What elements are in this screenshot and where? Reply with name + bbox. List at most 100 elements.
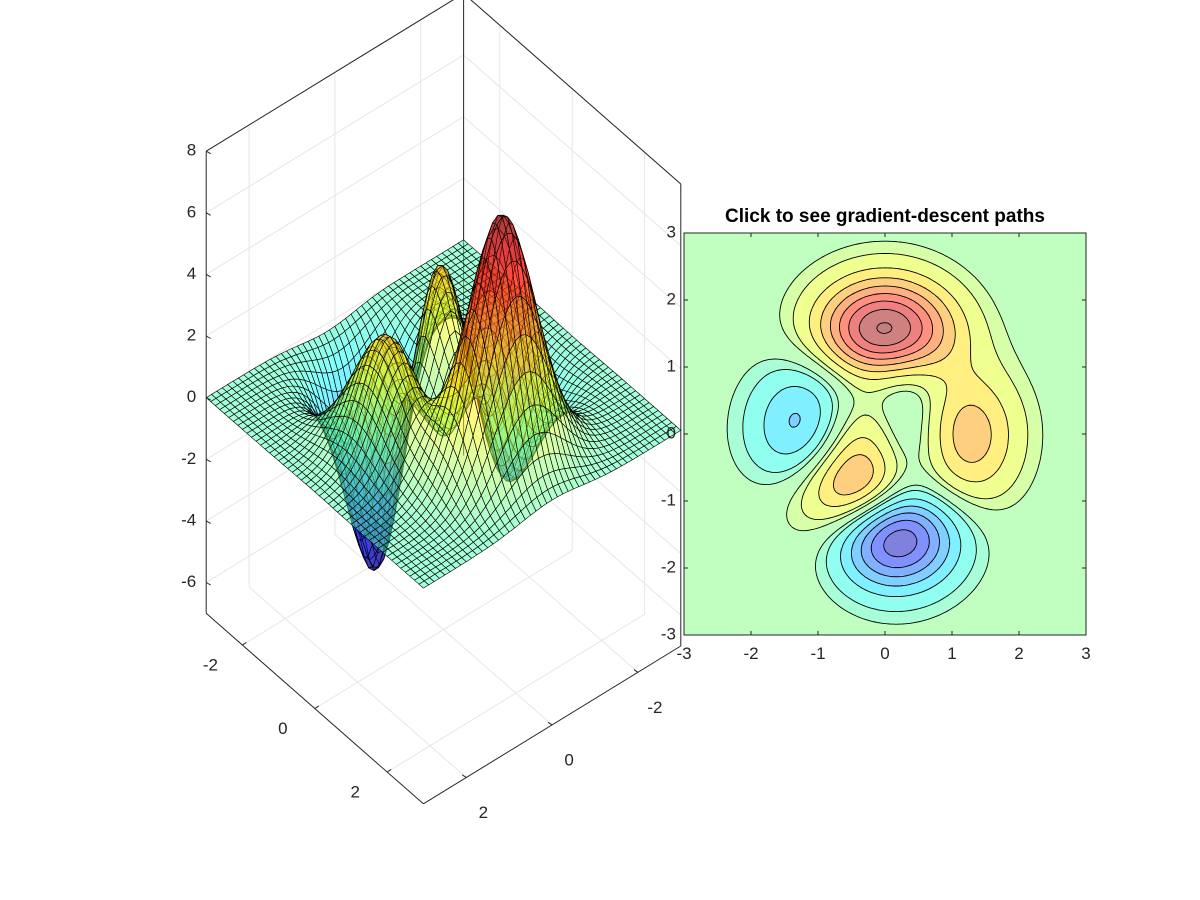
- contour-cell: [750, 275, 753, 278]
- contour-cell: [903, 251, 906, 254]
- contour-cell: [966, 257, 969, 260]
- contour-cell: [933, 287, 936, 290]
- contour-cell: [1023, 287, 1026, 290]
- contour-cell: [1080, 266, 1083, 269]
- contour-cell: [717, 272, 720, 275]
- contour-cell: [909, 236, 912, 239]
- contour-cell: [1026, 278, 1029, 281]
- contour-cell: [1047, 248, 1050, 251]
- contour-cell: [1032, 233, 1035, 236]
- contour-cell: [723, 248, 726, 251]
- contour-cell: [690, 260, 693, 263]
- contour-cell: [924, 251, 927, 254]
- contour-cell: [999, 239, 1002, 242]
- contour-cell: [687, 269, 690, 272]
- contour-cell: [969, 239, 972, 242]
- contour-cell: [987, 251, 990, 254]
- contour-cell: [1074, 272, 1077, 275]
- contour-cell: [723, 281, 726, 284]
- contour-cell: [855, 236, 858, 239]
- contour-cell: [993, 269, 996, 272]
- contour-cell: [1017, 254, 1020, 257]
- contour-cell: [912, 287, 915, 290]
- contour-cell: [714, 263, 717, 266]
- contour-cell: [942, 248, 945, 251]
- contour-cell: [753, 257, 756, 260]
- contour-cell: [1020, 266, 1023, 269]
- contour-cell: [873, 281, 876, 284]
- contour-cell: [891, 233, 894, 236]
- contour-cell: [954, 272, 957, 275]
- contour-cell: [918, 275, 921, 278]
- contour-cell: [990, 251, 993, 254]
- surface-y-tick-label: 0: [278, 719, 287, 738]
- contour-cell: [933, 254, 936, 257]
- contour-plot[interactable]: -3 -2 -1 0 1 2 3-3-2-10123 Click to see gradie…: [661, 206, 1091, 663]
- contour-cell: [987, 236, 990, 239]
- contour-cell: [957, 251, 960, 254]
- contour-cell: [771, 251, 774, 254]
- contour-cell: [804, 281, 807, 284]
- contour-cell: [852, 251, 855, 254]
- contour-cell: [1029, 281, 1032, 284]
- contour-cell: [714, 233, 717, 236]
- contour-cell: [714, 245, 717, 248]
- contour-cell: [774, 236, 777, 239]
- contour-cell: [1029, 284, 1032, 287]
- contour-cell: [765, 287, 768, 290]
- contour-cell: [732, 248, 735, 251]
- contour-cell: [807, 257, 810, 260]
- contour-cell: [1062, 266, 1065, 269]
- contour-cell: [945, 263, 948, 266]
- contour-cell: [1065, 257, 1068, 260]
- contour-cell: [786, 269, 789, 272]
- contour-cell: [1032, 257, 1035, 260]
- contour-cell: [699, 245, 702, 248]
- contour-cell: [756, 260, 759, 263]
- contour-cell: [711, 251, 714, 254]
- contour-cell: [1071, 263, 1074, 266]
- contour-cell: [789, 257, 792, 260]
- contour-cell: [795, 290, 798, 293]
- contour-cell: [1011, 254, 1014, 257]
- contour-cell: [1077, 254, 1080, 257]
- contour-cell: [1062, 260, 1065, 263]
- contour-cell: [975, 233, 978, 236]
- contour-cell: [792, 251, 795, 254]
- contour-cell: [1002, 254, 1005, 257]
- contour-cell: [789, 275, 792, 278]
- contour-cell: [909, 260, 912, 263]
- contour-cell: [735, 254, 738, 257]
- contour-cell: [969, 257, 972, 260]
- contour-cell: [1011, 272, 1014, 275]
- contour-cell: [741, 254, 744, 257]
- contour-cell: [726, 266, 729, 269]
- contour-cell: [786, 257, 789, 260]
- contour-cell: [990, 239, 993, 242]
- contour-cell: [1050, 284, 1053, 287]
- contour-cell: [1065, 245, 1068, 248]
- contour-cell: [972, 257, 975, 260]
- contour-cell: [708, 275, 711, 278]
- contour-cell: [732, 281, 735, 284]
- contour-cell: [738, 275, 741, 278]
- contour-cell: [813, 290, 816, 293]
- contour-cell: [738, 236, 741, 239]
- contour-cell: [780, 251, 783, 254]
- contour-cell: [711, 245, 714, 248]
- contour-cell: [1068, 233, 1071, 236]
- contour-cell: [834, 242, 837, 245]
- contour-cell: [786, 245, 789, 248]
- contour-cell: [963, 257, 966, 260]
- contour-cell: [867, 263, 870, 266]
- contour-cell: [903, 236, 906, 239]
- contour-cell: [762, 254, 765, 257]
- contour-cell: [858, 233, 861, 236]
- contour-cell: [801, 257, 804, 260]
- contour-cell: [816, 287, 819, 290]
- contour-cell: [975, 251, 978, 254]
- contour-cell: [1068, 242, 1071, 245]
- contour-cell: [894, 287, 897, 290]
- contour-cell: [792, 263, 795, 266]
